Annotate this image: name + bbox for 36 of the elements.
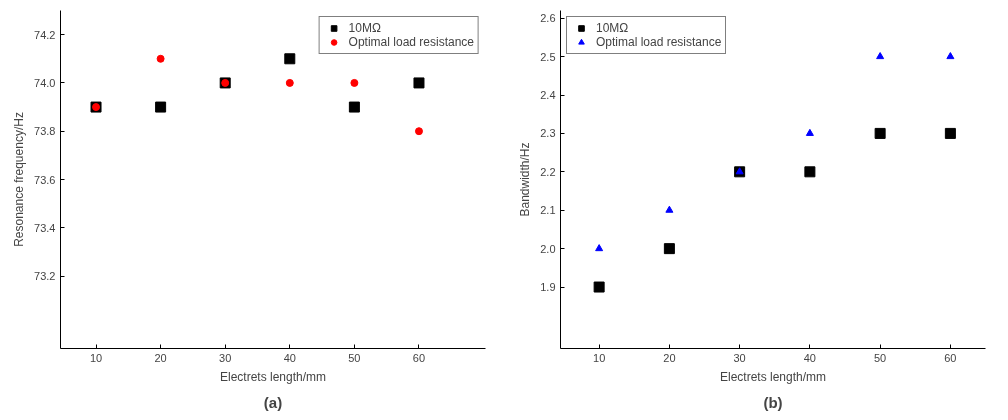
y-axis-title: Bandwidth/Hz [518,142,533,217]
x-axis-title: Electrets length/mm [219,369,327,384]
y-tick-label: 73.6 [34,173,56,186]
y-tick-label: 2.3 [540,127,556,140]
y-tick-label: 2.0 [540,242,556,255]
y-tick-label: 2.6 [540,12,556,25]
y-tick-label: 73.8 [34,125,56,138]
x-tick-label: 40 [283,351,296,364]
y-tick-label: 74.0 [34,76,56,89]
text: (b) [763,393,783,411]
legend-label: Optimal load resistance [596,35,722,49]
y-tick-label: 1.9 [540,281,556,294]
legend-label: 10MΩ [348,21,381,35]
x-tick-label: 50 [874,351,887,364]
x-tick-label: 10 [89,351,103,364]
text: (a) [263,393,283,411]
x-tick-label: 20 [154,351,167,364]
x-tick-label: 30 [733,351,746,364]
y-tick-label: 74.2 [34,28,56,41]
x-tick-label: 60 [412,351,426,364]
x-tick-label: 10 [593,351,606,364]
legend-label: 10MΩ [596,21,629,35]
x-tick-label: 60 [944,351,957,364]
y-tick-label: 2.5 [540,50,556,63]
x-tick-label: 50 [348,351,361,364]
y-tick-label: 73.4 [34,221,56,234]
x-tick-label: 30 [219,351,232,364]
legend-label: Optimal load resistance [348,35,474,49]
y-tick-label: 2.1 [540,204,556,217]
y-tick-label: 2.4 [540,89,556,101]
x-tick-label: 20 [663,351,676,364]
x-axis-title: Electrets length/mm [719,369,827,384]
x-tick-label: 40 [803,351,817,364]
y-tick-label: 2.2 [540,165,556,178]
y-tick-label: 73.2 [34,270,56,283]
y-axis-title: Resonance frequency/Hz [12,112,27,247]
